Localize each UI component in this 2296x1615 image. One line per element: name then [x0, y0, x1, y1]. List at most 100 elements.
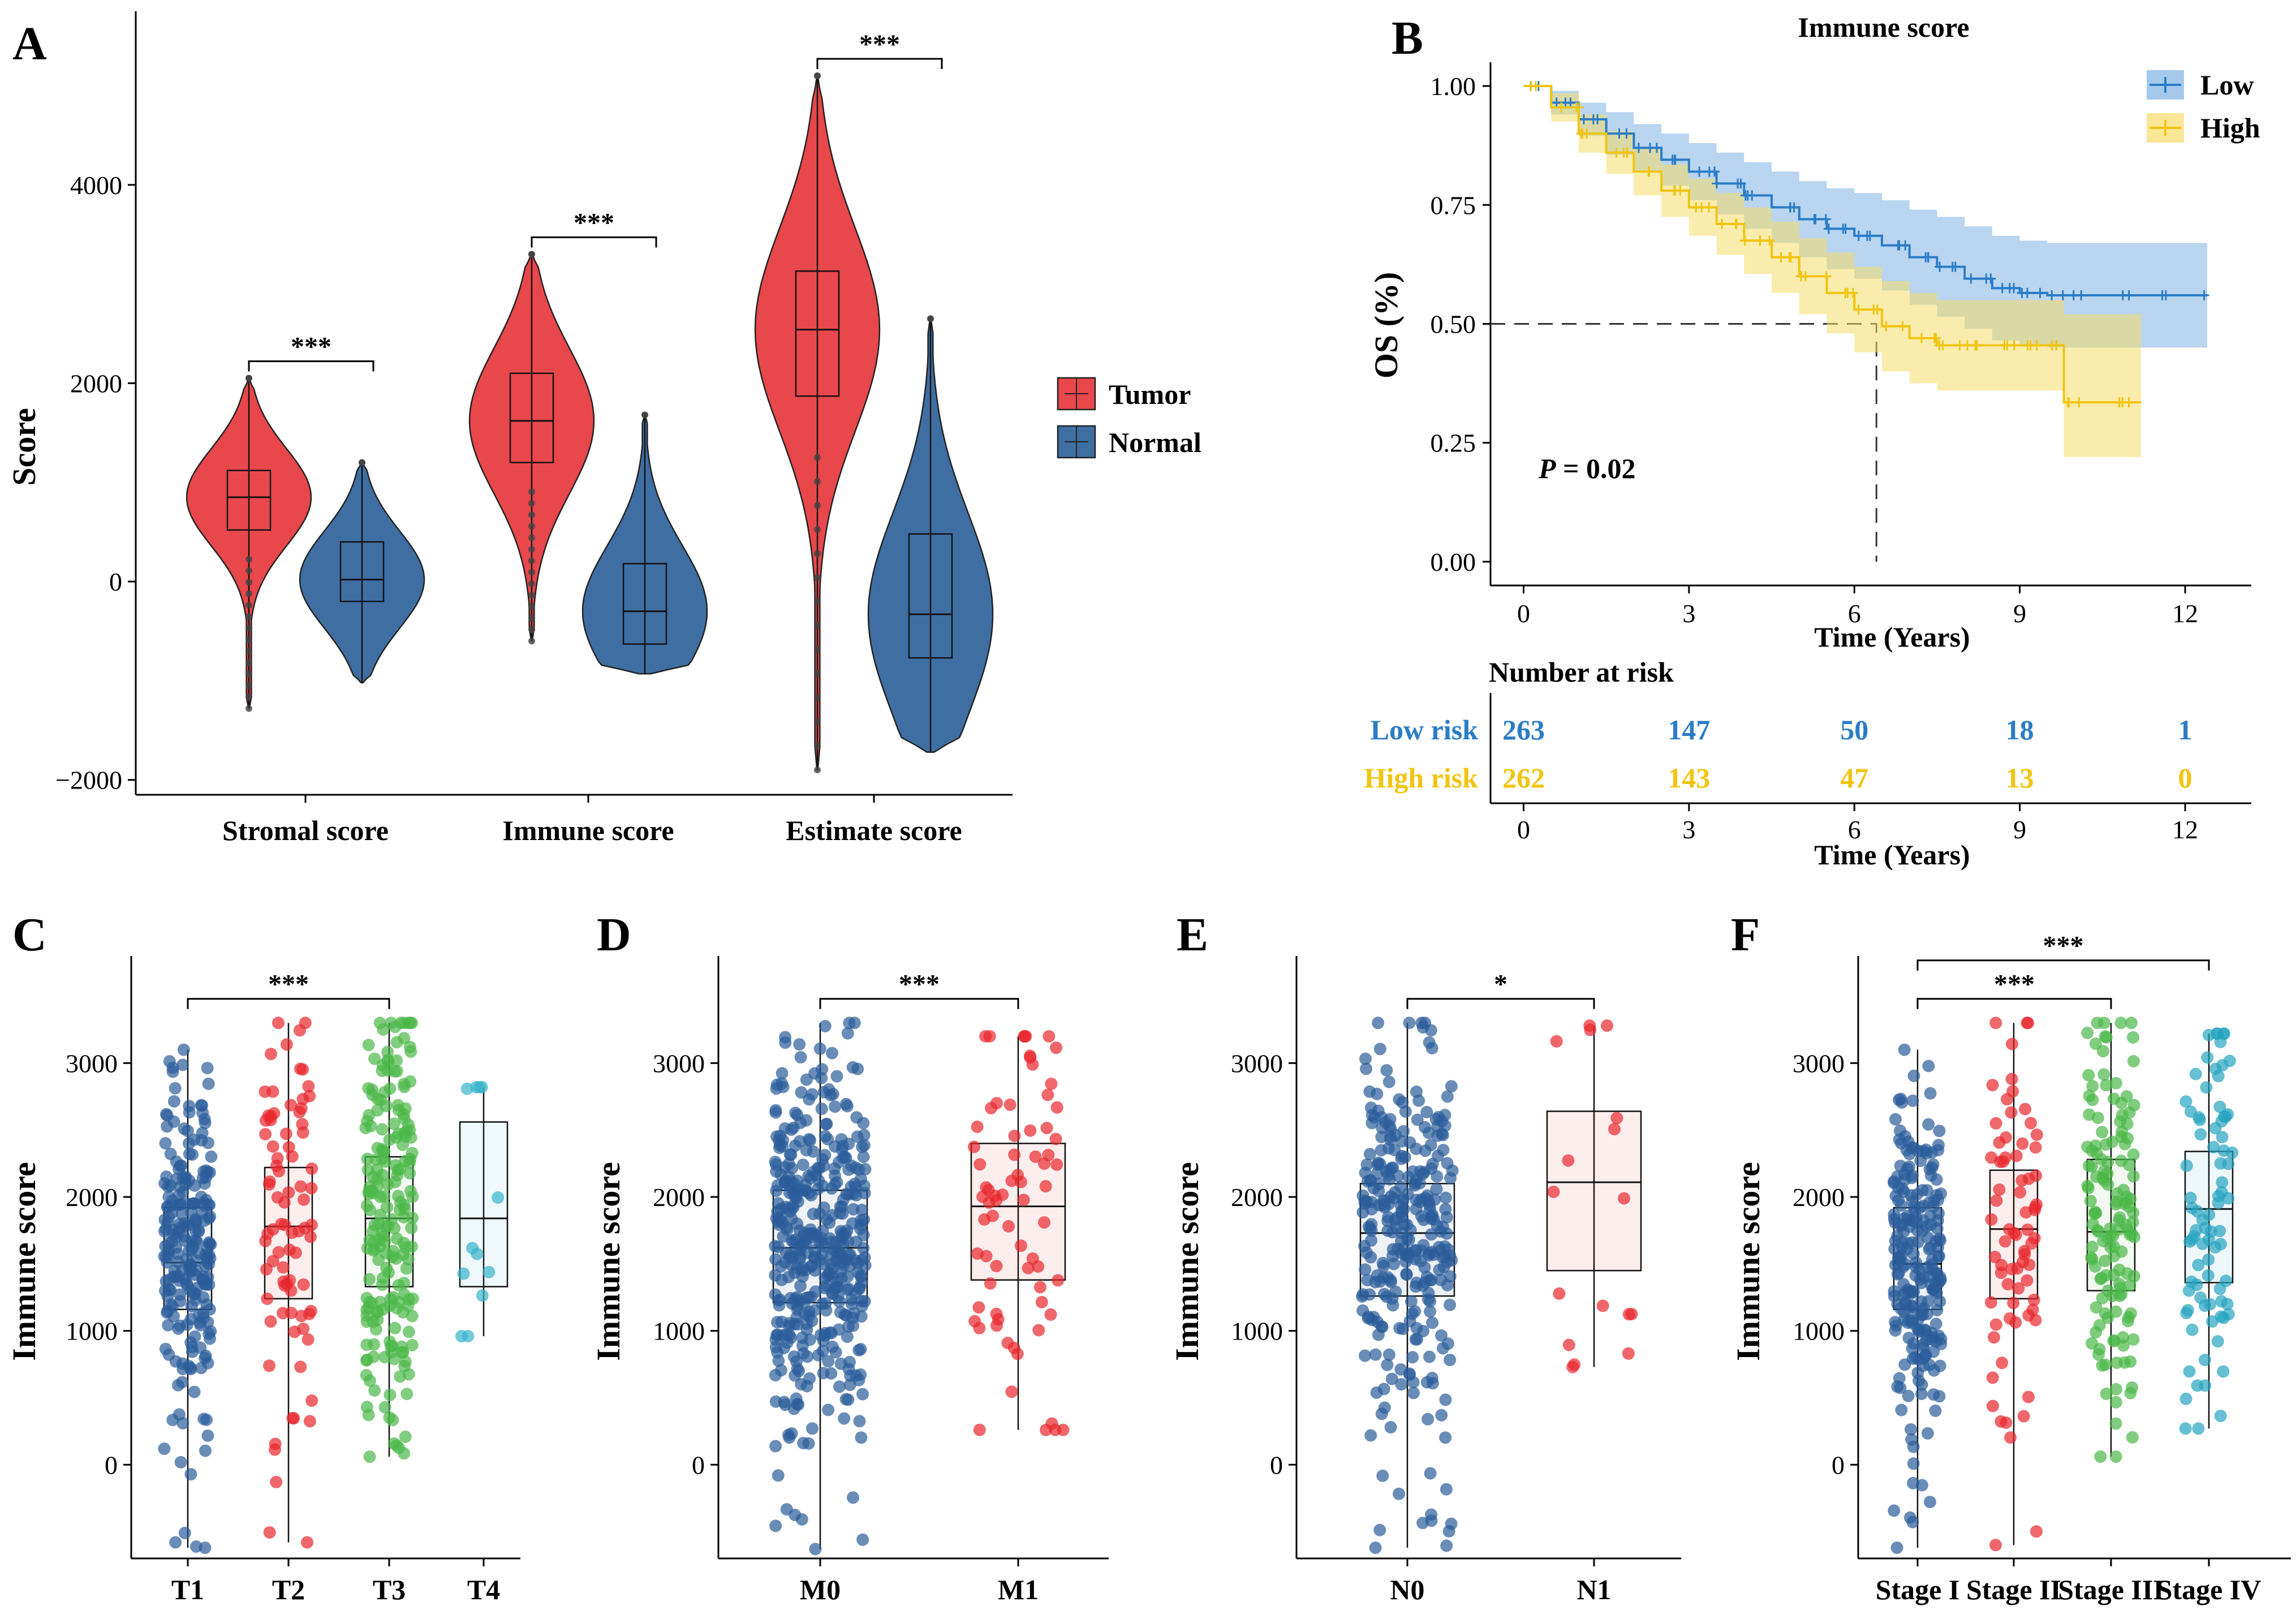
e-data-point: [1410, 1322, 1423, 1334]
b-ytick-label: 1.00: [1431, 72, 1476, 101]
c-data-point: [266, 1223, 279, 1236]
d-data-point: [855, 1218, 867, 1231]
c-data-point: [197, 1270, 210, 1283]
b-risk-value: 0: [2178, 762, 2192, 794]
f-data-point: [2088, 1205, 2101, 1218]
c-data-point: [266, 1140, 279, 1153]
f-y-axis-label: Immune score: [1730, 1162, 1767, 1361]
f-data-point: [2096, 1126, 2109, 1139]
d-data-point: [802, 1310, 815, 1323]
c-data-point: [202, 1077, 215, 1090]
d-data-point: [976, 1190, 989, 1203]
c-data-point: [178, 1527, 191, 1539]
b-censor-mark: [1853, 230, 1864, 241]
c-data-point: [301, 1333, 315, 1346]
f-data-point: [2209, 1122, 2222, 1135]
e-data-point: [1547, 1186, 1560, 1198]
f-data-point: [1915, 1388, 1928, 1401]
d-data-point: [978, 1213, 991, 1226]
f-data-point: [1984, 1296, 1997, 1309]
d-data-point: [771, 1316, 784, 1329]
c-box: [459, 1121, 509, 1287]
d-data-point: [800, 1073, 813, 1086]
c-data-point: [164, 1284, 177, 1297]
d-data-point: [785, 1259, 798, 1272]
f-data-point: [2125, 1017, 2138, 1030]
d-data-point: [1040, 1423, 1053, 1436]
b-censor-mark: [2199, 290, 2209, 301]
c-data-point: [197, 1412, 210, 1425]
b-censor-mark: [1809, 214, 1820, 225]
f-data-point: [1931, 1304, 1944, 1317]
e-data-point: [1426, 1316, 1439, 1329]
c-data-point: [285, 1307, 298, 1319]
f-data-point: [2183, 1365, 2196, 1378]
c-data-point: [394, 1370, 407, 1383]
e-data-point: [1406, 1351, 1419, 1364]
c-data-point: [188, 1385, 201, 1398]
d-data-point: [858, 1251, 871, 1264]
b-censor-mark: [1820, 214, 1831, 225]
a-outlier-point: [245, 636, 252, 643]
f-data-point: [1924, 1496, 1936, 1509]
d-data-point: [990, 1260, 1003, 1273]
e-data-point: [1424, 1295, 1437, 1308]
f-data-point: [1890, 1541, 1903, 1554]
c-data-point: [398, 1360, 411, 1372]
f-data-point: [2090, 1170, 2103, 1183]
c-data-point: [272, 1246, 285, 1259]
b-censor-mark: [1739, 235, 1750, 246]
c-data-point: [397, 1248, 410, 1261]
b-censor-mark: [2051, 340, 2062, 351]
e-y-axis-label: Immune score: [1169, 1162, 1205, 1361]
d-data-point: [782, 1428, 795, 1441]
f-data-point: [2180, 1159, 2193, 1172]
e-data-point: [1430, 1183, 1443, 1196]
d-data-point: [856, 1388, 869, 1401]
b-censor-mark: [1755, 235, 1765, 246]
b-censor-mark: [1645, 143, 1656, 153]
b-censor-mark: [2022, 287, 2032, 298]
f-category-label: Stage II: [1966, 1574, 2061, 1605]
b-risk-value: 147: [1668, 714, 1710, 746]
c-data-point: [384, 1335, 396, 1348]
d-data-point: [819, 1020, 832, 1032]
d-data-point: [803, 1333, 816, 1346]
d-data-point: [1038, 1216, 1050, 1229]
c-y-axis-label: Immune score: [6, 1162, 42, 1361]
c-data-point: [278, 1196, 291, 1209]
a-outlier-point: [245, 682, 252, 689]
b-censor-mark: [2057, 290, 2068, 301]
d-data-point: [1002, 1220, 1015, 1233]
d-data-point: [816, 1063, 829, 1076]
a-outlier-point: [245, 613, 252, 621]
f-data-point: [1901, 1316, 1914, 1329]
f-data-point: [2113, 1289, 2126, 1302]
a-outlier-point: [528, 545, 535, 553]
b-censor-mark: [2022, 340, 2033, 351]
f-data-point: [1928, 1194, 1941, 1207]
e-data-point: [1439, 1431, 1452, 1444]
f-data-point: [2022, 1017, 2035, 1030]
c-data-point: [294, 1180, 307, 1193]
d-data-point: [973, 1321, 986, 1334]
f-data-point: [1907, 1457, 1920, 1470]
b-xtick-label: 12: [2172, 599, 2198, 628]
c-data-point: [378, 1190, 390, 1203]
d-data-point: [857, 1151, 870, 1164]
e-data-point: [1364, 1251, 1377, 1264]
c-data-point: [294, 1360, 307, 1373]
c-data-point: [398, 1080, 411, 1093]
a-ytick-label: 2000: [70, 369, 122, 398]
f-data-point: [2081, 1140, 2094, 1153]
f-data-point: [2004, 1431, 2017, 1444]
d-significance-label: ***: [899, 970, 940, 1000]
c-significance-label: ***: [268, 970, 309, 1000]
d-data-point: [804, 1172, 817, 1185]
c-data-point: [201, 1062, 214, 1075]
f-data-point: [1892, 1256, 1905, 1269]
a-ytick-label: 4000: [70, 171, 122, 200]
a-outlier-point: [245, 694, 252, 701]
b-risk-xtick-label: 3: [1682, 815, 1695, 844]
b-censor-mark: [1764, 235, 1775, 246]
